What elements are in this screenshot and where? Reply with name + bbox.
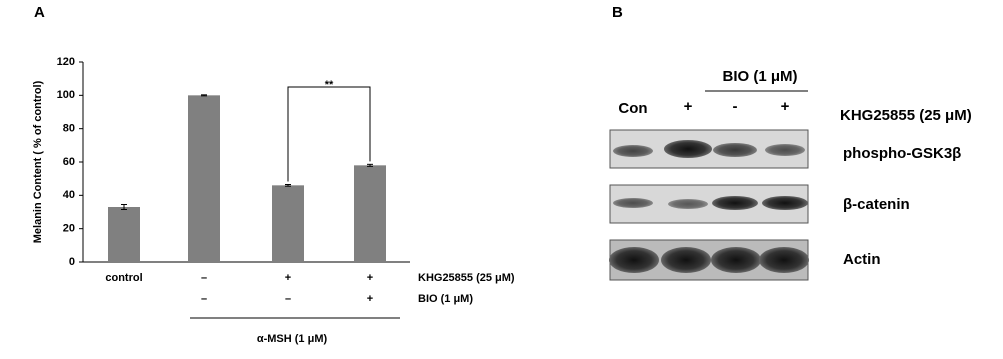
band — [664, 140, 712, 158]
second-row-label: + — [367, 293, 373, 305]
x-tick-label: control — [105, 272, 142, 284]
lane-label: Con — [618, 100, 647, 117]
lane-label: - — [733, 98, 738, 115]
band — [759, 247, 809, 273]
band — [765, 144, 805, 156]
significance-label: ** — [325, 79, 334, 91]
y-tick-label: 60 — [63, 156, 75, 168]
x-tick-label: + — [367, 272, 373, 284]
lane-label: + — [781, 98, 790, 115]
band — [668, 199, 708, 209]
blot: B BIO (1 μM) Con + - + KHG25855 (25 μM) … — [609, 4, 972, 281]
lane-label: + — [684, 98, 693, 115]
band — [762, 196, 808, 210]
band — [713, 143, 757, 157]
bio-label: BIO (1 μM) — [722, 68, 797, 85]
significance-bracket — [287, 86, 371, 182]
y-tick-label: 100 — [57, 89, 75, 101]
y-axis-label: Melanin Content ( % of control) — [32, 80, 44, 243]
y-tick-label: 80 — [63, 123, 75, 135]
band — [712, 196, 758, 210]
treatment-label: KHG25855 (25 μM) — [840, 107, 972, 124]
band — [613, 145, 653, 157]
y-tick-label: 120 — [57, 56, 75, 68]
y-tick-label: 20 — [63, 223, 75, 235]
panel-label: B — [612, 4, 623, 21]
row-label: BIO (1 μM) — [418, 293, 473, 305]
panel-label: A — [34, 4, 45, 21]
bar — [188, 95, 220, 262]
row-label: KHG25855 (25 μM) — [418, 272, 515, 284]
row-label: phospho-GSK3β — [843, 145, 961, 162]
band — [661, 247, 711, 273]
x-tick-label: + — [285, 272, 291, 284]
bar — [272, 185, 304, 262]
bar — [108, 207, 140, 262]
second-row-label: – — [201, 293, 207, 305]
y-tick-label: 0 — [69, 256, 75, 268]
row-label: β-catenin — [843, 196, 910, 213]
x-tick-label: – — [201, 272, 207, 284]
band — [711, 247, 761, 273]
y-tick-label: 40 — [63, 189, 75, 201]
band — [609, 247, 659, 273]
bar — [354, 165, 386, 262]
band — [613, 198, 653, 208]
group-label: α-MSH (1 μM) — [257, 333, 328, 345]
second-row-label: – — [285, 293, 291, 305]
row-label: Actin — [843, 251, 881, 268]
